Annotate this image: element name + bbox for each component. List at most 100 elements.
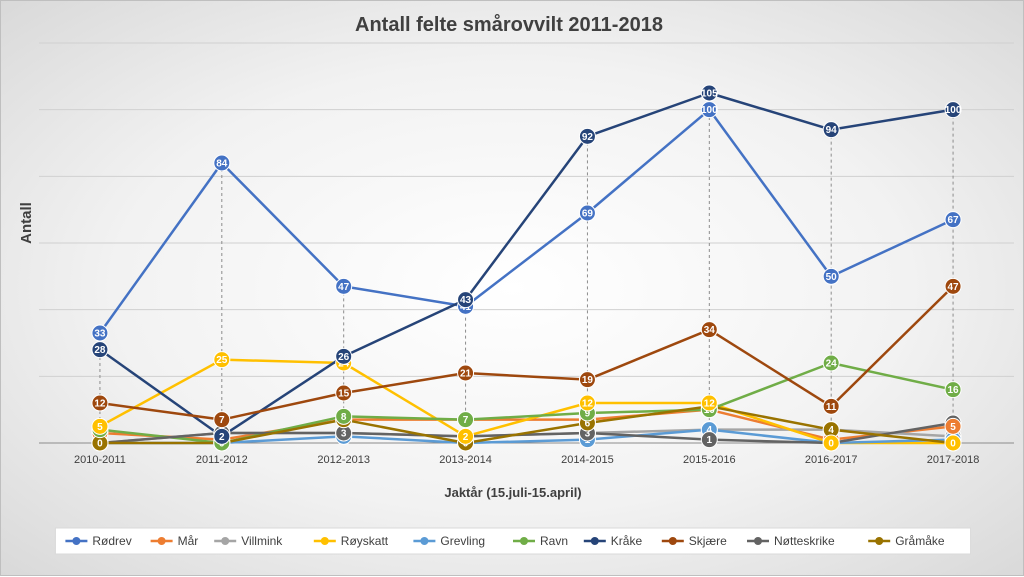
chart-title: Antall felte smårovvilt 2011-2018: [355, 13, 663, 36]
data-label: 7: [219, 415, 225, 426]
series-line: [99, 285, 954, 421]
data-label: 33: [94, 329, 106, 340]
data-point: [944, 434, 962, 452]
series-line: [98, 108, 954, 334]
data-label: 5: [950, 422, 956, 433]
legend: Rødrev Mår Villmink Røyskatt Grevling Ravn Krå…: [54, 527, 972, 555]
gridlines: [39, 42, 1014, 444]
data-point: [944, 381, 962, 399]
data-point: [822, 121, 840, 139]
legend-label: Grevling: [440, 534, 485, 548]
data-point: [457, 411, 475, 429]
data-point: [944, 417, 962, 435]
data-label: 24: [826, 359, 838, 370]
legend-label: Villmink: [241, 534, 283, 548]
data-label: 7: [463, 415, 469, 426]
data-label: 26: [338, 352, 350, 363]
legend-label: Røyskatt: [341, 534, 389, 548]
data-label: 4: [828, 425, 834, 436]
data-label: 69: [582, 209, 594, 220]
legend-label: Ravn: [540, 534, 568, 548]
data-label: 4: [707, 425, 713, 436]
data-label: 15: [338, 389, 350, 400]
series-line: [99, 91, 954, 438]
y-axis-label: Antall: [18, 202, 35, 244]
data-point: [578, 371, 596, 389]
data-label: 19: [582, 375, 594, 386]
x-tick-label: 2016-2017: [805, 454, 858, 466]
data-label: 12: [582, 399, 594, 410]
data-label: 3: [585, 429, 591, 440]
data-label: 3: [341, 429, 347, 440]
data-point: [700, 101, 718, 119]
data-label: 5: [97, 422, 103, 433]
data-label: 12: [704, 399, 716, 410]
data-point: [91, 394, 109, 412]
legend-marker: [157, 537, 166, 545]
legend-label: Rødrev: [92, 534, 131, 548]
data-label: 43: [460, 295, 472, 306]
x-tick-label: 2017-2018: [927, 454, 980, 466]
data-point: [578, 394, 596, 412]
data-label: 0: [97, 439, 103, 450]
data-label: 100: [701, 105, 718, 116]
data-label: 84: [216, 159, 228, 170]
data-label: 28: [94, 345, 106, 356]
legend-marker: [668, 537, 677, 545]
data-label: 25: [216, 355, 228, 366]
legend-label: Kråke: [611, 534, 643, 548]
data-label: 92: [582, 132, 594, 143]
data-label: 94: [826, 125, 838, 136]
data-point: [944, 101, 962, 119]
series-line: [99, 405, 954, 445]
data-label: 47: [338, 282, 350, 293]
x-tick-label: 2013-2014: [439, 454, 492, 466]
legend-label: Gråmåke: [895, 534, 945, 548]
data-point: [700, 431, 718, 449]
data-label: 21: [460, 369, 472, 380]
data-point: [944, 211, 962, 229]
data-point: [457, 364, 475, 382]
data-point: [822, 267, 840, 285]
data-label: 50: [826, 272, 838, 283]
data-label: 9: [585, 409, 591, 420]
data-label: 0: [950, 439, 956, 450]
x-tick-label: 2015-2016: [683, 454, 736, 466]
series-line: [99, 428, 954, 445]
data-label: 34: [704, 325, 716, 336]
legend-marker: [72, 537, 81, 545]
data-label: 0: [828, 439, 834, 450]
data-label: 67: [948, 215, 960, 226]
legend-marker: [221, 537, 230, 545]
data-point: [91, 341, 109, 359]
legend-marker: [520, 537, 528, 545]
data-point: [700, 321, 718, 339]
legend-marker: [754, 537, 762, 545]
series-line: [99, 358, 954, 445]
data-point: [578, 127, 596, 145]
data-point: [91, 417, 109, 435]
data-label: 11: [826, 402, 837, 413]
data-point: [91, 324, 109, 342]
data-point: [213, 427, 231, 445]
data-point: [213, 411, 231, 429]
data-point: [822, 434, 840, 452]
series-line: [99, 421, 954, 445]
data-label: 2: [219, 432, 225, 443]
x-tick-label: 2014-2015: [561, 454, 614, 466]
data-point: [335, 347, 353, 365]
data-label: 6: [585, 419, 591, 430]
data-point: [578, 204, 596, 222]
data-label: 16: [948, 385, 960, 396]
x-axis-label: Jaktår (15.juli-15.april): [444, 485, 581, 500]
data-label: 105: [701, 89, 718, 100]
data-point: [822, 397, 840, 415]
x-tick-label: 2010-2011: [74, 454, 126, 466]
legend-marker: [320, 537, 329, 545]
data-point: [700, 84, 718, 102]
data-point: [213, 154, 231, 172]
data-label: 47: [948, 282, 960, 293]
series-lines: [98, 91, 954, 445]
data-point: [335, 277, 353, 295]
